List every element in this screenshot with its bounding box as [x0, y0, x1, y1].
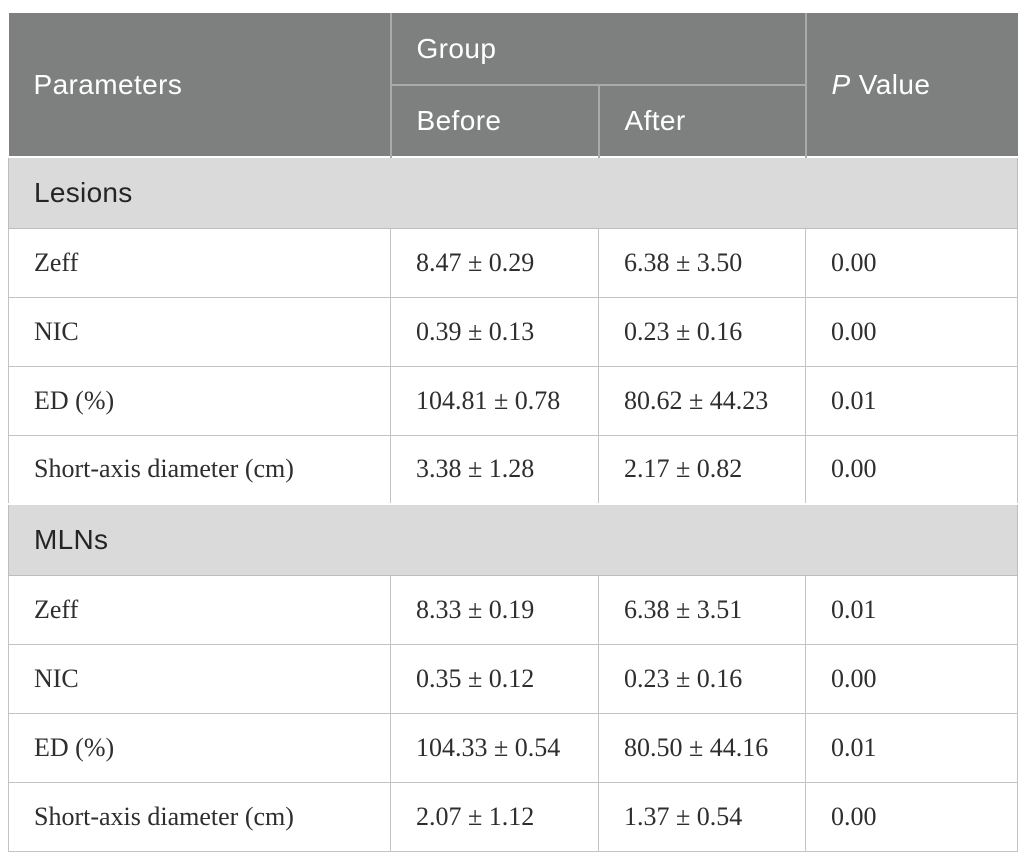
parameter-cell: NIC: [8, 643, 391, 714]
after-cell: 2.17 ± 0.82: [597, 434, 807, 505]
after-cell: 6.38 ± 3.50: [597, 227, 807, 298]
table-row: NIC 0.39 ± 0.13 0.23 ± 0.16 0.00: [8, 296, 1019, 367]
after-cell: 6.38 ± 3.51: [597, 574, 807, 645]
header-row-2: Before After: [9, 85, 1018, 157]
col-header-parameters: Parameters: [8, 13, 392, 157]
col-header-before: Before: [390, 85, 600, 157]
before-cell: 0.35 ± 0.12: [390, 643, 599, 714]
after-cell: 1.37 ± 0.54: [597, 781, 807, 852]
table-row: ED (%) 104.81 ± 0.78 80.62 ± 44.23 0.01: [8, 365, 1019, 436]
before-cell: 104.81 ± 0.78: [390, 365, 599, 436]
parameter-cell: NIC: [8, 296, 391, 367]
after-cell: 80.50 ± 44.16: [597, 712, 807, 783]
parameters-comparison-table: Parameters Group P Value Before After Le…: [7, 13, 1019, 852]
p-value-rest: Value: [850, 68, 931, 100]
p-value-cell: 0.01: [805, 712, 1019, 783]
before-cell: 2.07 ± 1.12: [390, 781, 599, 852]
after-cell: 0.23 ± 0.16: [597, 296, 807, 367]
section-title: Lesions: [7, 156, 1019, 229]
section-title: MLNs: [7, 503, 1019, 576]
p-value-cell: 0.01: [805, 574, 1019, 645]
col-header-after: After: [598, 85, 806, 157]
p-value-cell: 0.00: [805, 781, 1019, 852]
section-row-mlns: MLNs: [7, 503, 1019, 576]
parameter-cell: Short-axis diameter (cm): [8, 781, 391, 852]
parameter-cell: Short-axis diameter (cm): [8, 434, 391, 505]
after-cell: 80.62 ± 44.23: [597, 365, 807, 436]
table-row: NIC 0.35 ± 0.12 0.23 ± 0.16 0.00: [8, 643, 1019, 714]
p-value-cell: 0.00: [805, 434, 1019, 505]
section-row-lesions: Lesions: [7, 156, 1019, 229]
col-header-group: Group: [390, 13, 806, 86]
p-value-cell: 0.00: [805, 227, 1019, 298]
table-row: Zeff 8.47 ± 0.29 6.38 ± 3.50 0.00: [8, 227, 1019, 298]
table-body: Lesions Zeff 8.47 ± 0.29 6.38 ± 3.50 0.0…: [7, 156, 1019, 852]
before-cell: 104.33 ± 0.54: [390, 712, 599, 783]
parameter-cell: ED (%): [8, 365, 391, 436]
p-value-italic-p: P: [831, 68, 851, 100]
before-cell: 8.47 ± 0.29: [390, 227, 599, 298]
table-row: Short-axis diameter (cm) 3.38 ± 1.28 2.1…: [8, 434, 1019, 505]
p-value-cell: 0.00: [805, 296, 1019, 367]
p-value-cell: 0.00: [805, 643, 1019, 714]
before-cell: 8.33 ± 0.19: [390, 574, 599, 645]
col-header-p-value: P Value: [804, 13, 1018, 157]
header-row-1: Parameters Group P Value: [8, 13, 1018, 157]
parameter-cell: ED (%): [8, 712, 391, 783]
parameter-cell: Zeff: [8, 574, 391, 645]
table-row: Short-axis diameter (cm) 2.07 ± 1.12 1.3…: [8, 781, 1019, 852]
table-row: Zeff 8.33 ± 0.19 6.38 ± 3.51 0.01: [8, 574, 1019, 645]
table-row: ED (%) 104.33 ± 0.54 80.50 ± 44.16 0.01: [8, 712, 1019, 783]
parameter-cell: Zeff: [8, 227, 391, 298]
after-cell: 0.23 ± 0.16: [597, 643, 807, 714]
p-value-cell: 0.01: [805, 365, 1019, 436]
table-header: Parameters Group P Value Before After: [8, 13, 1018, 157]
before-cell: 3.38 ± 1.28: [390, 434, 599, 505]
before-cell: 0.39 ± 0.13: [390, 296, 599, 367]
